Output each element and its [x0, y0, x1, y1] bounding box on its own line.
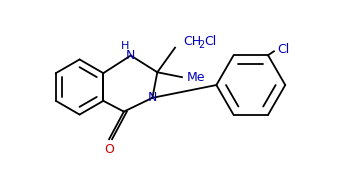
Text: N: N	[148, 91, 157, 104]
Text: CH: CH	[183, 35, 201, 48]
Text: O: O	[104, 142, 114, 156]
Text: N: N	[126, 49, 136, 62]
Text: Cl: Cl	[204, 35, 217, 48]
Text: Cl: Cl	[277, 43, 289, 56]
Text: Me: Me	[187, 71, 205, 84]
Text: 2: 2	[199, 40, 205, 50]
Text: H: H	[121, 41, 129, 51]
